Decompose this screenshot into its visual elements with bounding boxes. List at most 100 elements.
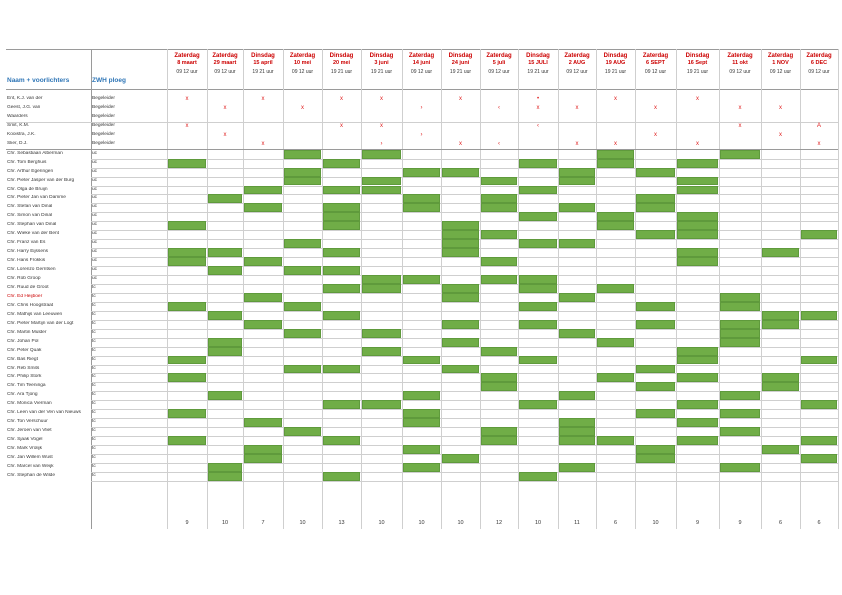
scheduled-cell[interactable] — [519, 355, 557, 365]
scheduled-cell[interactable] — [559, 292, 595, 302]
scheduled-cell[interactable] — [720, 409, 760, 419]
scheduled-cell[interactable] — [323, 158, 360, 168]
scheduled-cell[interactable] — [636, 319, 675, 329]
scheduled-cell[interactable] — [720, 337, 760, 347]
scheduled-cell[interactable] — [481, 382, 517, 392]
scheduled-cell[interactable] — [168, 436, 206, 446]
scheduled-cell[interactable] — [636, 364, 675, 374]
scheduled-cell[interactable] — [481, 436, 517, 446]
scheduled-cell[interactable] — [519, 239, 557, 249]
scheduled-cell[interactable] — [208, 266, 242, 275]
scheduled-cell[interactable] — [636, 382, 675, 392]
scheduled-cell[interactable] — [323, 266, 360, 275]
scheduled-cell[interactable] — [559, 391, 595, 401]
scheduled-cell[interactable] — [362, 176, 401, 186]
scheduled-cell[interactable] — [244, 319, 282, 329]
scheduled-cell[interactable] — [284, 427, 321, 437]
scheduled-cell[interactable] — [677, 185, 718, 195]
scheduled-cell[interactable] — [403, 462, 440, 472]
scheduled-cell[interactable] — [208, 337, 242, 347]
scheduled-cell[interactable] — [442, 319, 479, 329]
scheduled-cell[interactable] — [284, 176, 321, 186]
scheduled-cell[interactable] — [323, 364, 360, 374]
scheduled-cell[interactable] — [244, 292, 282, 302]
scheduled-cell[interactable] — [519, 283, 557, 293]
scheduled-cell[interactable] — [559, 427, 595, 437]
scheduled-cell[interactable] — [208, 462, 242, 472]
scheduled-cell[interactable] — [208, 471, 242, 481]
scheduled-cell[interactable] — [284, 328, 321, 338]
scheduled-cell[interactable] — [362, 185, 401, 195]
scheduled-cell[interactable] — [559, 418, 595, 428]
scheduled-cell[interactable] — [362, 400, 401, 410]
scheduled-cell[interactable] — [168, 373, 206, 383]
scheduled-cell[interactable] — [442, 364, 479, 374]
scheduled-cell[interactable] — [519, 471, 557, 481]
scheduled-cell[interactable] — [284, 167, 321, 177]
scheduled-cell[interactable] — [323, 212, 360, 222]
scheduled-cell[interactable] — [801, 454, 837, 463]
scheduled-cell[interactable] — [442, 167, 479, 177]
scheduled-cell[interactable] — [636, 445, 675, 454]
scheduled-cell[interactable] — [168, 158, 206, 168]
scheduled-cell[interactable] — [403, 391, 440, 401]
scheduled-cell[interactable] — [762, 445, 799, 454]
scheduled-cell[interactable] — [284, 266, 321, 275]
scheduled-cell[interactable] — [208, 248, 242, 258]
scheduled-cell[interactable] — [636, 454, 675, 463]
scheduled-cell[interactable] — [720, 462, 760, 472]
scheduled-cell[interactable] — [801, 230, 837, 240]
scheduled-cell[interactable] — [442, 292, 479, 302]
scheduled-cell[interactable] — [597, 158, 634, 168]
scheduled-cell[interactable] — [720, 292, 760, 302]
scheduled-cell[interactable] — [677, 418, 718, 428]
scheduled-cell[interactable] — [442, 283, 479, 293]
scheduled-cell[interactable] — [677, 230, 718, 240]
scheduled-cell[interactable] — [519, 319, 557, 329]
scheduled-cell[interactable] — [323, 436, 360, 446]
scheduled-cell[interactable] — [559, 176, 595, 186]
scheduled-cell[interactable] — [677, 158, 718, 168]
scheduled-cell[interactable] — [403, 275, 440, 284]
scheduled-cell[interactable] — [362, 149, 401, 159]
scheduled-cell[interactable] — [208, 310, 242, 320]
scheduled-cell[interactable] — [323, 221, 360, 231]
scheduled-cell[interactable] — [323, 248, 360, 258]
scheduled-cell[interactable] — [720, 391, 760, 401]
scheduled-cell[interactable] — [481, 275, 517, 284]
scheduled-cell[interactable] — [597, 337, 634, 347]
scheduled-cell[interactable] — [720, 328, 760, 338]
scheduled-cell[interactable] — [636, 167, 675, 177]
scheduled-cell[interactable] — [597, 436, 634, 446]
scheduled-cell[interactable] — [362, 283, 401, 293]
scheduled-cell[interactable] — [403, 355, 440, 365]
scheduled-cell[interactable] — [208, 346, 242, 356]
scheduled-cell[interactable] — [442, 337, 479, 347]
scheduled-cell[interactable] — [362, 346, 401, 356]
scheduled-cell[interactable] — [559, 436, 595, 446]
scheduled-cell[interactable] — [442, 454, 479, 463]
scheduled-cell[interactable] — [244, 418, 282, 428]
scheduled-cell[interactable] — [403, 445, 440, 454]
scheduled-cell[interactable] — [677, 176, 718, 186]
scheduled-cell[interactable] — [442, 248, 479, 258]
scheduled-cell[interactable] — [677, 355, 718, 365]
scheduled-cell[interactable] — [168, 221, 206, 231]
scheduled-cell[interactable] — [244, 203, 282, 213]
scheduled-cell[interactable] — [559, 328, 595, 338]
scheduled-cell[interactable] — [597, 212, 634, 222]
scheduled-cell[interactable] — [677, 436, 718, 446]
scheduled-cell[interactable] — [284, 149, 321, 159]
scheduled-cell[interactable] — [677, 212, 718, 222]
scheduled-cell[interactable] — [481, 203, 517, 213]
scheduled-cell[interactable] — [559, 167, 595, 177]
scheduled-cell[interactable] — [403, 409, 440, 419]
scheduled-cell[interactable] — [168, 409, 206, 419]
scheduled-cell[interactable] — [519, 400, 557, 410]
scheduled-cell[interactable] — [801, 310, 837, 320]
scheduled-cell[interactable] — [481, 373, 517, 383]
scheduled-cell[interactable] — [168, 355, 206, 365]
scheduled-cell[interactable] — [284, 364, 321, 374]
scheduled-cell[interactable] — [168, 301, 206, 311]
scheduled-cell[interactable] — [636, 409, 675, 419]
